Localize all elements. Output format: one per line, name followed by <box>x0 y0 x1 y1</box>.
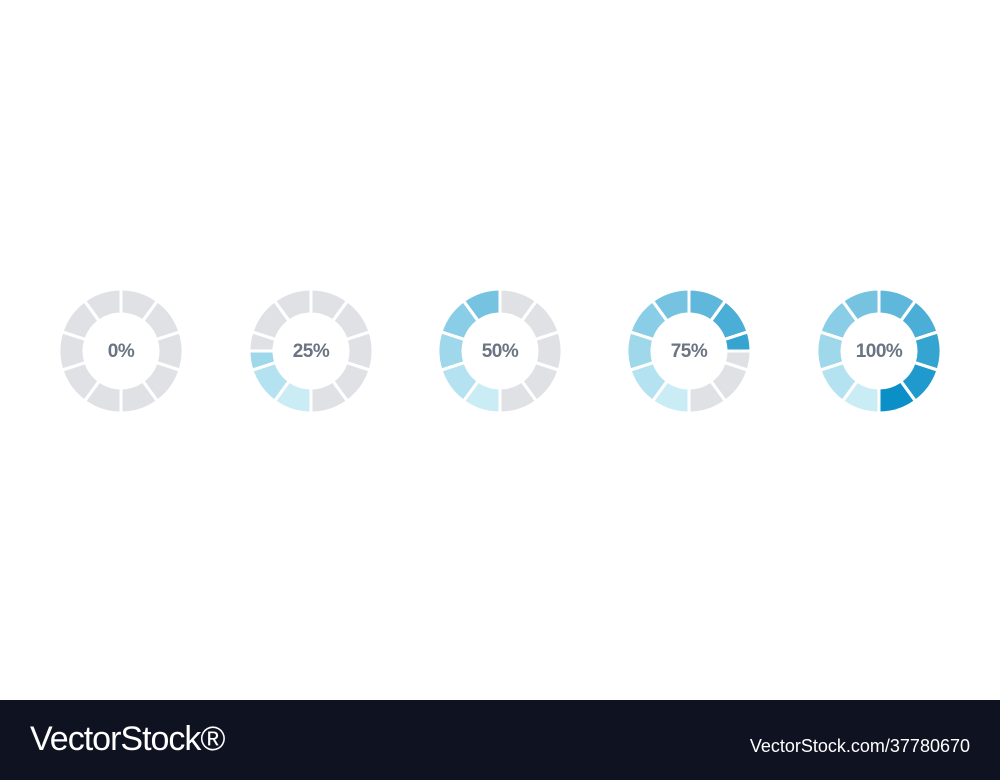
segment-gap <box>344 360 372 372</box>
segment-gap <box>912 360 940 372</box>
segment-gap <box>250 360 278 372</box>
segment-gap <box>533 330 561 342</box>
segment-gap <box>898 379 918 403</box>
segment-gap <box>60 360 88 372</box>
segment-gap <box>461 299 481 323</box>
segment-gap <box>840 379 860 403</box>
segment-gap <box>330 379 350 403</box>
segment-gap <box>818 330 846 342</box>
segment-gap <box>82 299 102 323</box>
image-url: VectorStock.com/37780670 <box>749 736 970 756</box>
segment-gap <box>140 299 160 323</box>
ring-label: 50% <box>482 341 519 362</box>
segment-gap <box>82 379 102 403</box>
segment-gap <box>439 360 467 372</box>
segment-gap <box>519 299 539 323</box>
segment-gap <box>840 299 860 323</box>
segment-gap <box>650 299 670 323</box>
segment-gap <box>722 360 750 372</box>
ring-label: 75% <box>671 341 708 362</box>
segment-gap <box>912 330 940 342</box>
ring-label: 0% <box>108 341 135 362</box>
segment-gap <box>60 330 88 342</box>
segment-gap <box>519 379 539 403</box>
segment-gap <box>898 299 918 323</box>
segment-gap <box>272 379 292 403</box>
segment-gap <box>154 360 182 372</box>
segment-gap <box>533 360 561 372</box>
segment-gap <box>650 379 670 403</box>
segment-gap <box>461 379 481 403</box>
ring-label: 100% <box>856 341 903 362</box>
segment-gap <box>708 379 728 403</box>
segment-gap <box>140 379 160 403</box>
brand: VectorStock® <box>30 720 225 758</box>
segment-gap <box>439 330 467 342</box>
progress-rings: 0% 25% 50% 75% 100% <box>57 287 943 415</box>
segment-gap <box>722 330 750 342</box>
footer: VectorStock® VectorStock.com/37780670 <box>0 700 1000 780</box>
segment-gap <box>628 330 656 342</box>
segment-gap <box>818 360 846 372</box>
ring-label: 25% <box>293 341 330 362</box>
segment-gap <box>344 330 372 342</box>
segment-gap <box>154 330 182 342</box>
segment-gap <box>708 299 728 323</box>
segment-gap <box>628 360 656 372</box>
segment-gap <box>330 299 350 323</box>
segment-gap <box>272 299 292 323</box>
segment-gap <box>250 330 278 342</box>
